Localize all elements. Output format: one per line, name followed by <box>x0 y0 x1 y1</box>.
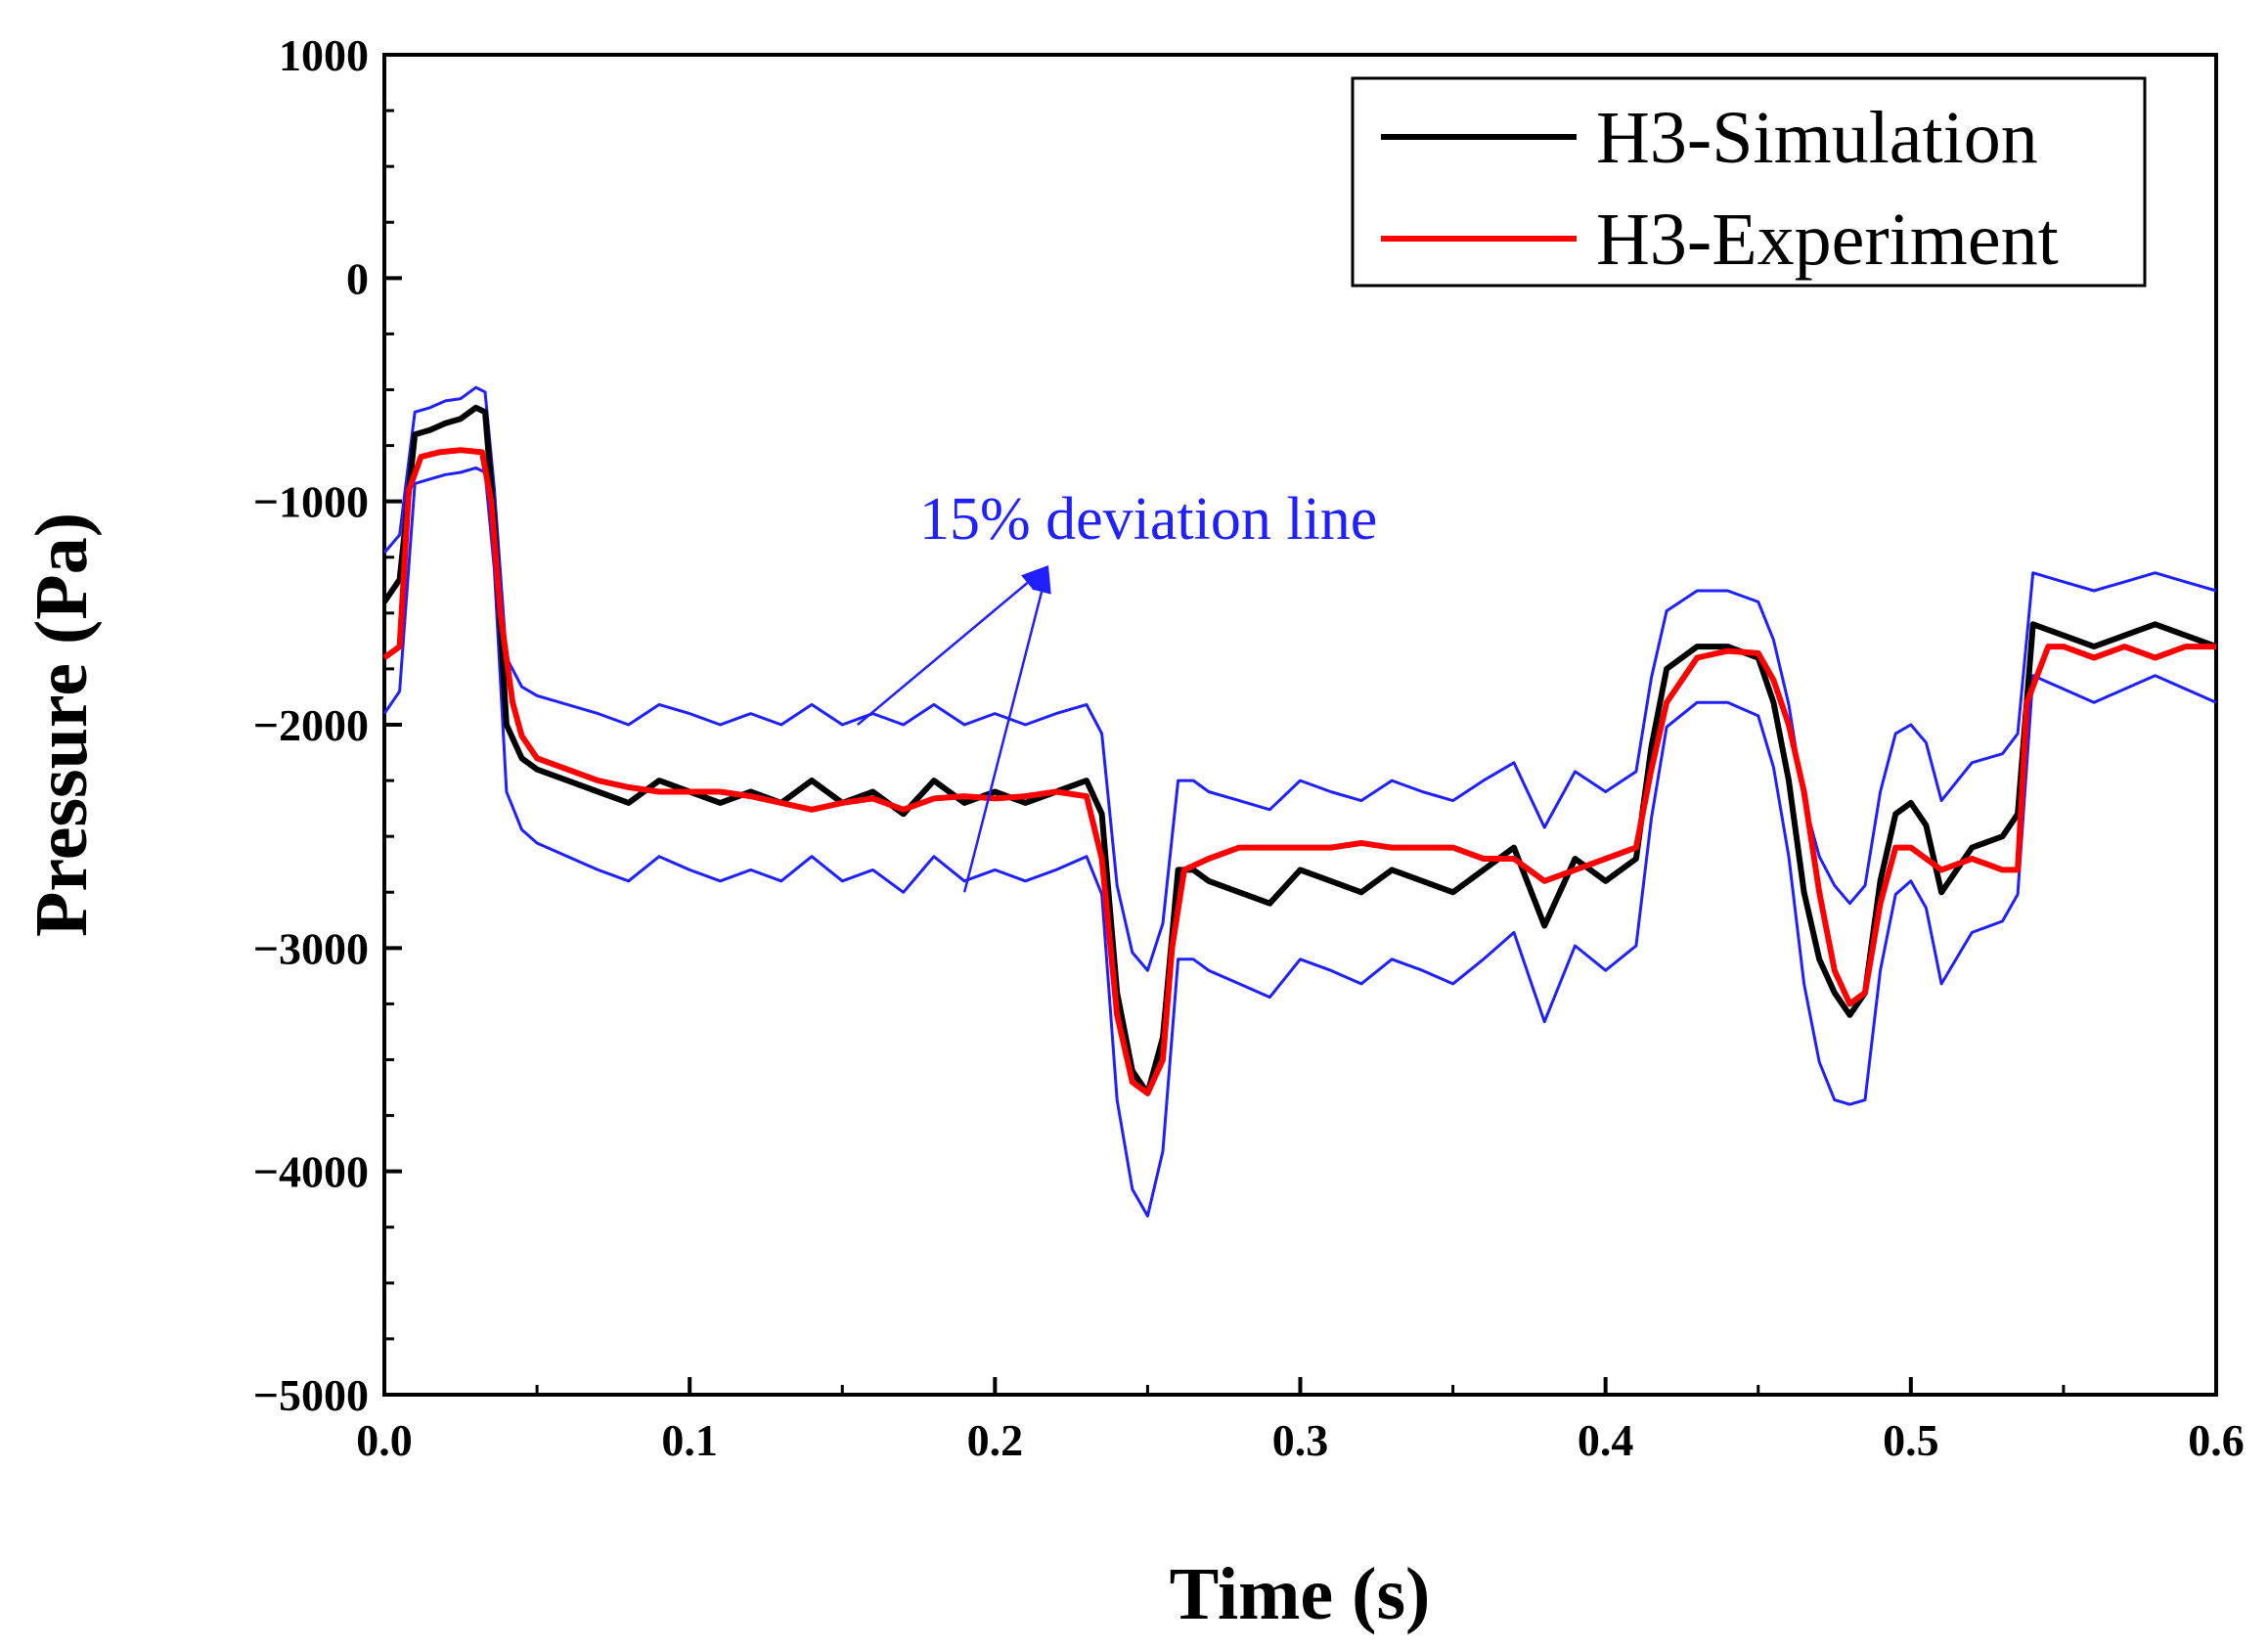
annotation-arrow-shaft <box>962 591 1044 893</box>
deviation-lines <box>382 385 2217 1218</box>
y-tick-label: −1000 <box>253 477 369 527</box>
y-tick-label: −3000 <box>253 923 369 973</box>
deviation-line-lower <box>382 466 2217 1218</box>
x-tick-label: 0.3 <box>1272 1415 1329 1465</box>
series-line-simulation <box>381 404 2218 1096</box>
y-tick-label: −5000 <box>253 1370 369 1420</box>
deviation-line-upper <box>382 385 2217 972</box>
deviation-annotation: 15% deviation line <box>857 486 1377 893</box>
axis-ticks <box>382 53 2218 1397</box>
x-tick-label: 0.0 <box>356 1415 413 1465</box>
x-axis-title: Time (s) <box>1170 1553 1431 1635</box>
x-tick-label: 0.6 <box>2188 1415 2245 1465</box>
legend-label-simulation: H3-Simulation <box>1596 97 2038 179</box>
x-tick-label: 0.2 <box>967 1415 1024 1465</box>
x-tick-label: 0.1 <box>661 1415 718 1465</box>
series-line-experiment <box>382 447 2216 1096</box>
y-tick-label: 1000 <box>279 30 369 80</box>
annotation-arrow-head <box>1032 565 1051 595</box>
legend: H3-Simulation H3-Experiment <box>1351 76 2147 288</box>
y-tick-label: 0 <box>346 253 369 303</box>
annotation-arrow-head <box>1021 565 1048 591</box>
legend-label-experiment: H3-Experiment <box>1596 199 2059 281</box>
annotation-arrows <box>857 565 1051 893</box>
annotation-arrow-shaft <box>857 581 1029 726</box>
y-axis-title: Pressure (Pa) <box>21 512 103 937</box>
annotation-text: 15% deviation line <box>919 486 1377 553</box>
x-tick-label: 0.5 <box>1883 1415 1939 1465</box>
y-tick-label: −2000 <box>253 700 369 750</box>
x-tick-label: 0.4 <box>1578 1415 1634 1465</box>
y-tick-label: −4000 <box>253 1147 369 1197</box>
series-lines <box>381 404 2218 1096</box>
legend-box <box>1351 76 2147 288</box>
axis-tick-labels: 0.0 0.1 0.2 0.3 0.4 0.5 0.6 −5000 −4000 −3000 −200… <box>253 30 2245 1465</box>
